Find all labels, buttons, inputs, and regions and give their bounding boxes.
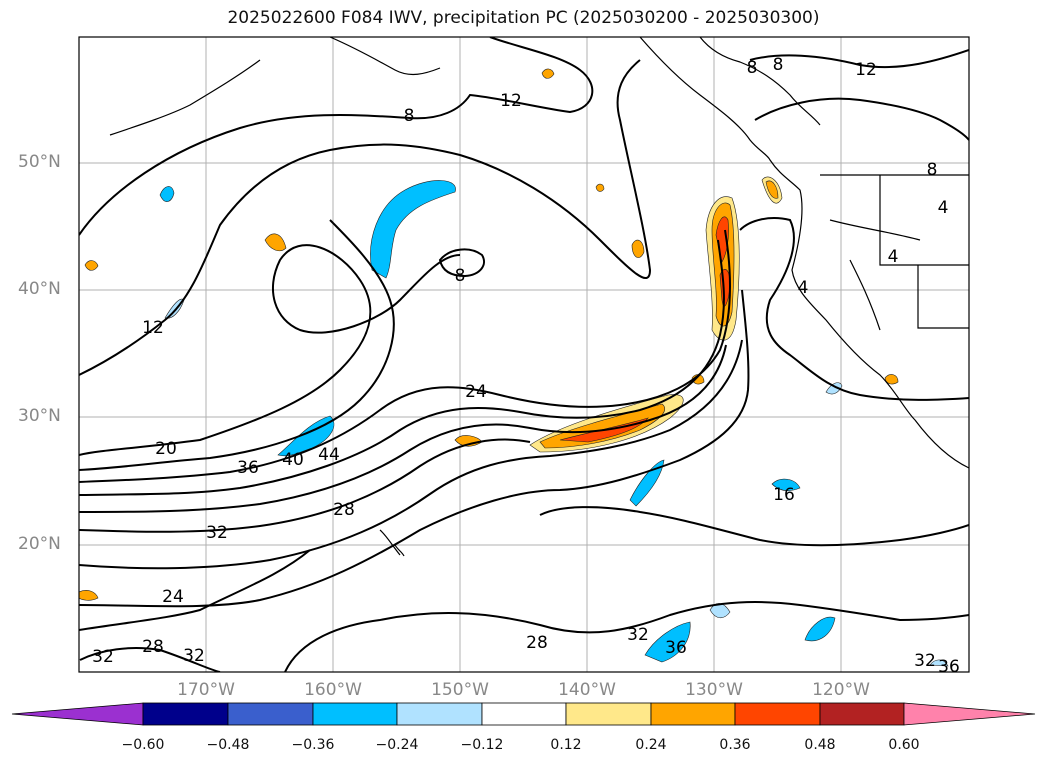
colorbar-tick: 0.48 bbox=[804, 737, 836, 753]
colorbar-extend-high bbox=[903, 702, 1036, 726]
contour-label: 12 bbox=[855, 60, 877, 80]
colorbar-cell bbox=[565, 702, 652, 726]
precip-area bbox=[771, 478, 801, 491]
gridlines bbox=[79, 37, 969, 672]
colorbar-cell bbox=[819, 702, 905, 726]
contour-label: 36 bbox=[237, 458, 259, 478]
colorbar-tick: 0.12 bbox=[550, 737, 582, 753]
lat-label-20n: 20°N bbox=[18, 534, 61, 554]
lat-label-50n: 50°N bbox=[18, 152, 61, 172]
contour-label: 8 bbox=[455, 266, 466, 286]
colorbar bbox=[11, 702, 1036, 726]
precip-area bbox=[631, 239, 645, 258]
precip-positive-areas bbox=[79, 68, 899, 601]
contour-label: 32 bbox=[183, 646, 205, 666]
contour-label: 28 bbox=[333, 500, 355, 520]
precip-area bbox=[691, 374, 705, 385]
colorbar-tick: −0.12 bbox=[460, 737, 504, 753]
contour-label: 20 bbox=[155, 439, 177, 459]
precip-area bbox=[929, 659, 949, 667]
colorbar-extend-low bbox=[11, 702, 144, 726]
contour-label: 32 bbox=[92, 647, 114, 667]
precip-area bbox=[765, 180, 779, 199]
colorbar-tick: −0.36 bbox=[291, 737, 335, 753]
contour-label: 12 bbox=[500, 91, 522, 111]
colorbar-tick: −0.60 bbox=[121, 737, 165, 753]
lat-label-30n: 30°N bbox=[18, 406, 61, 426]
coastlines bbox=[109, 37, 969, 557]
precip-area bbox=[629, 459, 665, 507]
contour-label: 32 bbox=[914, 651, 936, 671]
contour-label: 4 bbox=[938, 198, 949, 218]
colorbar-tick: 0.60 bbox=[888, 737, 920, 753]
precip-area bbox=[79, 590, 99, 601]
map-frame bbox=[78, 36, 970, 673]
contour-label: 8 bbox=[927, 160, 938, 180]
lat-label-40n: 40°N bbox=[18, 279, 61, 299]
contour-label: 32 bbox=[206, 523, 228, 543]
colorbar-tick: −0.48 bbox=[206, 737, 250, 753]
colorbar-cell bbox=[396, 702, 483, 726]
lon-label-130w: 130°W bbox=[685, 680, 743, 700]
contour-label: 4 bbox=[798, 278, 809, 298]
colorbar-cell bbox=[481, 702, 567, 726]
lon-label-170w: 170°W bbox=[177, 680, 235, 700]
precip-area bbox=[84, 260, 99, 271]
colorbar-cell bbox=[734, 702, 821, 726]
precip-area bbox=[804, 616, 836, 642]
precip-area bbox=[644, 621, 691, 663]
map-title: 2025022600 F084 IWV, precipitation PC (2… bbox=[227, 8, 820, 28]
contour-label: 36 bbox=[665, 638, 687, 658]
colorbar-cell bbox=[312, 702, 398, 726]
contour-labels: 8 8 8 8 8 12 12 12 4 4 4 24 24 20 36 40 … bbox=[92, 55, 960, 677]
contour-label: 40 bbox=[282, 450, 304, 470]
contour-label: 44 bbox=[318, 445, 340, 465]
precip-negative-areas bbox=[159, 180, 949, 667]
colorbar-cell bbox=[650, 702, 736, 726]
contour-label: 12 bbox=[142, 318, 164, 338]
precip-area bbox=[370, 180, 456, 279]
precip-area bbox=[277, 415, 335, 457]
iwv-contours bbox=[79, 37, 969, 672]
precip-area bbox=[541, 68, 555, 79]
lon-label-150w: 150°W bbox=[431, 680, 489, 700]
contour-label: 28 bbox=[142, 637, 164, 657]
contour-label: 24 bbox=[465, 382, 487, 402]
precip-area bbox=[539, 403, 666, 449]
contour-label: 24 bbox=[162, 587, 184, 607]
colorbar-cell bbox=[227, 702, 314, 726]
lon-label-120w: 120°W bbox=[812, 680, 870, 700]
contour-label: 28 bbox=[526, 633, 548, 653]
lon-label-140w: 140°W bbox=[558, 680, 616, 700]
contour-label: 8 bbox=[773, 55, 784, 75]
lon-label-160w: 160°W bbox=[304, 680, 362, 700]
contour-label: 32 bbox=[627, 625, 649, 645]
contour-label: 4 bbox=[888, 247, 899, 267]
contour-label: 8 bbox=[747, 58, 758, 78]
colorbar-tick: 0.36 bbox=[719, 737, 751, 753]
colorbar-tick: 0.24 bbox=[635, 737, 667, 753]
colorbar-tick: −0.24 bbox=[375, 737, 419, 753]
precip-area bbox=[159, 186, 175, 202]
colorbar-cell bbox=[142, 702, 229, 726]
contour-label: 16 bbox=[773, 485, 795, 505]
contour-label: 8 bbox=[404, 106, 415, 126]
precip-area bbox=[264, 233, 287, 252]
precip-area bbox=[595, 183, 605, 192]
contour-label: 36 bbox=[938, 657, 960, 677]
